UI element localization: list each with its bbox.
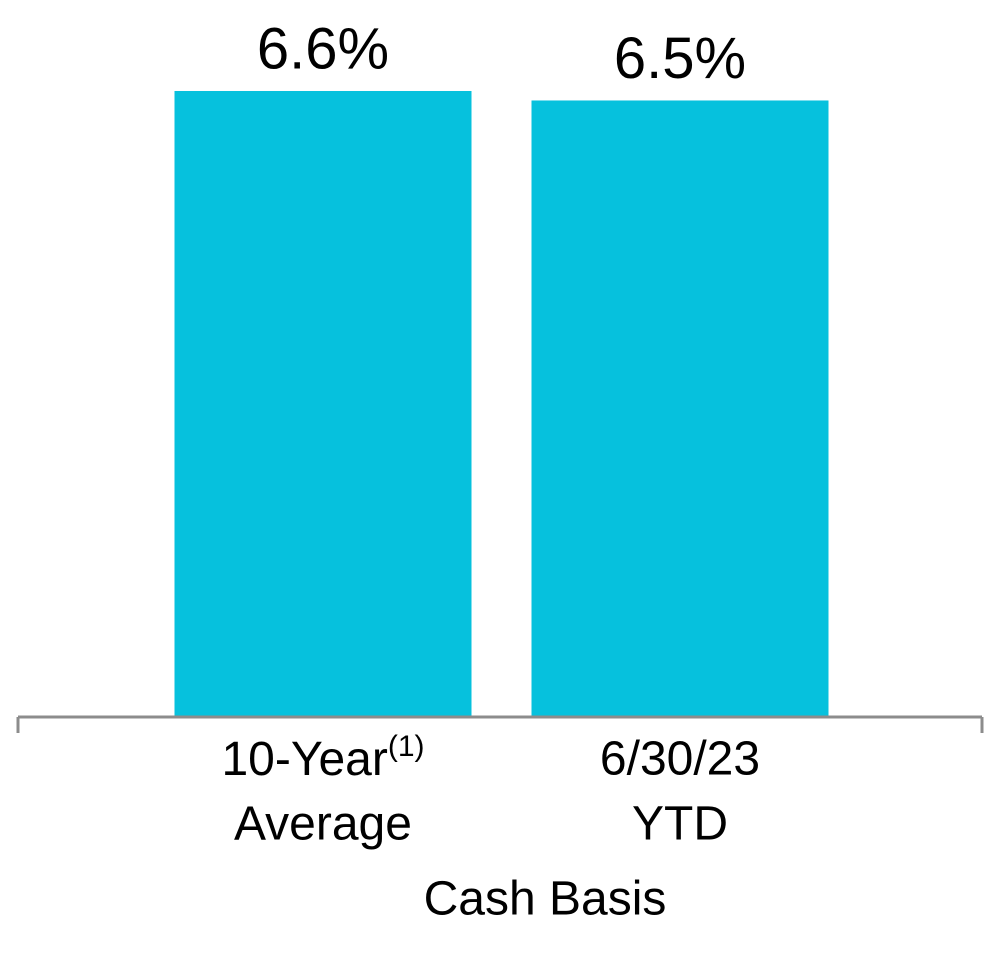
- x-tick-label: 10-Year(1): [221, 730, 424, 786]
- x-tick-label: YTD: [632, 798, 728, 851]
- bar: [174, 90, 472, 718]
- x-tick-label: 6/30/23: [600, 733, 760, 786]
- x-tick-label-text: 10-Year: [221, 733, 387, 786]
- bar: [531, 100, 829, 718]
- x-axis-title: Cash Basis: [424, 873, 667, 926]
- value-label: 6.5%: [614, 26, 746, 91]
- footnote-marker: (1): [388, 730, 425, 763]
- value-label: 6.6%: [257, 16, 389, 81]
- x-tick-label: Average: [234, 798, 412, 851]
